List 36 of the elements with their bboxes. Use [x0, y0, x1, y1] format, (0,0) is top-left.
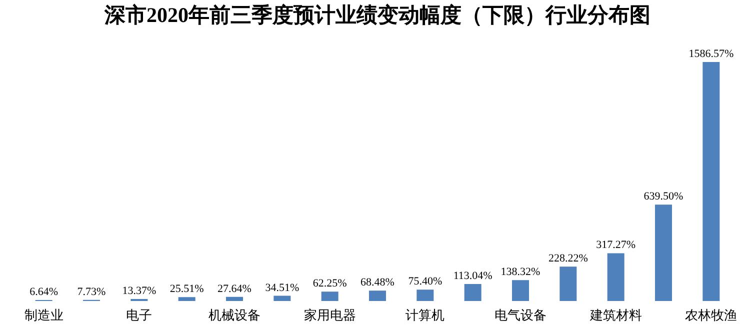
data-label: 6.64% [30, 286, 58, 298]
data-label: 68.48% [360, 276, 394, 289]
x-tick-label: 制造业 [24, 308, 64, 324]
bar [655, 204, 672, 301]
bar [369, 290, 386, 301]
bar [178, 297, 196, 301]
data-label: 25.51% [170, 283, 204, 296]
data-label: 75.40% [408, 276, 442, 288]
data-label: 113.04% [453, 270, 492, 282]
x-tick-label: 计算机 [406, 308, 445, 324]
bar [607, 253, 624, 301]
data-label: 27.64% [218, 282, 252, 295]
data-label: 7.73% [77, 286, 106, 298]
chart-title: 深市2020年前三季度预计业绩变动幅度（下限）行业分布图 [104, 3, 650, 27]
x-tick-label: 电子 [126, 308, 152, 324]
data-label: 62.25% [312, 278, 347, 290]
data-label: 639.50% [644, 190, 684, 203]
data-label: 138.32% [500, 266, 540, 278]
data-label: 34.51% [265, 282, 300, 294]
x-tick-label: 家用电器 [304, 308, 356, 324]
bar [702, 62, 720, 301]
data-label: 1586.57% [688, 48, 734, 60]
data-label: 228.22% [548, 252, 588, 265]
bar [464, 284, 482, 301]
x-tick-label: 电气设备 [494, 308, 546, 324]
x-tick-label: 建筑材料 [588, 308, 642, 324]
data-label: 13.37% [122, 284, 156, 297]
x-tick-label: 机械设备 [208, 308, 260, 324]
bar [416, 290, 434, 301]
bar [274, 296, 291, 301]
bar [560, 266, 577, 301]
bar [226, 296, 243, 301]
x-tick-label: 农林牧渔 [685, 308, 738, 324]
data-label: 317.27% [596, 239, 636, 252]
bar [512, 280, 529, 301]
bar [321, 292, 338, 301]
